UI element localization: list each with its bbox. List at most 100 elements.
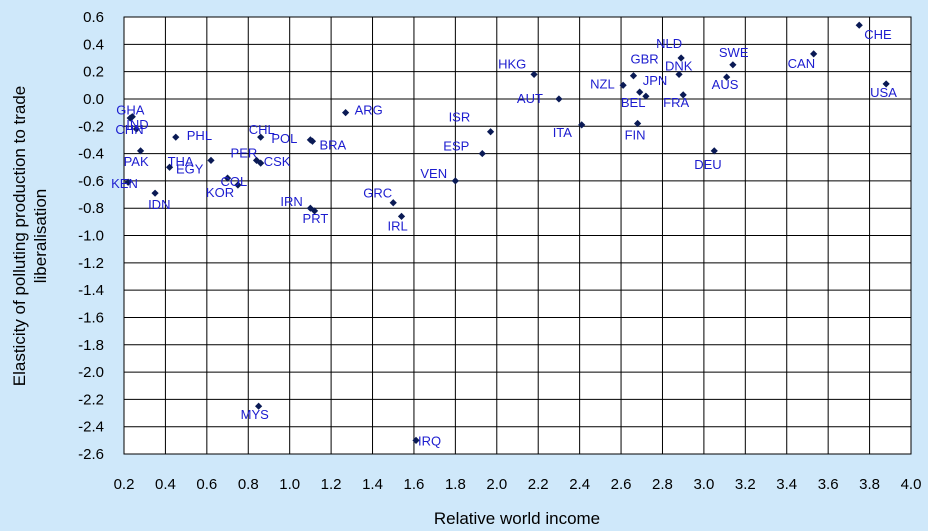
data-point-grc — [389, 199, 397, 207]
data-point-esp — [478, 149, 486, 158]
y-axis-title-line-1: Elasticity of polluting production to tr… — [10, 86, 29, 387]
point-label-ind: IND — [126, 117, 148, 132]
point-label-dnk: DNK — [665, 58, 693, 73]
data-point-irn — [306, 204, 314, 212]
data-point-idn — [151, 189, 159, 197]
data-point-ven — [451, 177, 459, 185]
y-tick-label: -1.6 — [78, 309, 104, 326]
data-points — [124, 21, 890, 444]
x-tick-label: 4.0 — [901, 476, 922, 493]
point-label-prt: PRT — [303, 211, 329, 226]
data-point-ind — [126, 114, 134, 122]
data-point-usa — [882, 80, 890, 88]
data-point-bel — [642, 92, 650, 100]
y-tick-label: -0.2 — [78, 118, 104, 135]
x-tick-label: 3.8 — [859, 476, 880, 493]
point-label-aus: AUS — [712, 77, 739, 92]
y-tick-label: -1.2 — [78, 255, 104, 272]
x-tick-label: 0.4 — [155, 476, 176, 493]
x-axis-title: Relative world income — [434, 509, 600, 528]
point-label-esp: ESP — [443, 139, 469, 154]
x-tick-label: 2.2 — [528, 476, 549, 493]
data-point-jpn — [636, 88, 644, 96]
data-point-col — [223, 174, 232, 182]
point-label-can: CAN — [788, 56, 815, 71]
y-tick-label: -2.6 — [78, 446, 104, 463]
x-tick-label: 1.2 — [321, 476, 342, 493]
x-tick-label: 3.4 — [776, 476, 797, 493]
y-tick-label: -0.4 — [78, 146, 104, 163]
point-label-grc: GRC — [363, 186, 392, 201]
point-label-aut: AUT — [517, 91, 543, 106]
point-label-jpn: JPN — [643, 73, 668, 88]
point-label-phl: PHL — [187, 128, 212, 143]
data-point-can — [810, 50, 818, 58]
data-point-kor — [234, 181, 242, 189]
y-tick-label: -1.4 — [78, 282, 104, 299]
data-point-chl — [257, 133, 265, 141]
point-label-nzl: NZL — [590, 76, 615, 91]
x-axis-tick-labels: 0.2 0.4 0.6 0.8 1.0 1.2 1.4 1.6 1.8 2.0 2.2 2.4 2.6 2… — [114, 476, 922, 493]
point-label-gha: GHA — [116, 103, 145, 118]
y-tick-label: 0.4 — [83, 36, 104, 53]
point-label-fin: FIN — [625, 128, 646, 143]
data-point-aus — [723, 73, 731, 81]
point-label-egy: EGY — [176, 161, 204, 176]
point-label-irn: IRN — [280, 194, 302, 209]
point-label-irl: IRL — [388, 218, 408, 233]
y-tick-label: 0.6 — [83, 9, 104, 26]
y-tick-label: -0.6 — [78, 173, 104, 190]
point-label-ken: KEN — [111, 176, 138, 191]
y-tick-label: -2.2 — [78, 391, 104, 408]
y-axis-tick-labels: 0.6 0.4 0.2 0.0 -0.2 -0.4 -0.6 -0.8 -1.0 -1.2 -1.4… — [78, 9, 104, 463]
x-tick-label: 0.8 — [238, 476, 259, 493]
point-label-pol: POL — [271, 131, 297, 146]
data-point-aut — [555, 95, 563, 103]
point-label-fra: FRA — [663, 95, 689, 110]
y-tick-label: -1.8 — [78, 337, 104, 354]
point-label-arg: ARG — [355, 103, 383, 118]
data-point-per — [252, 156, 261, 164]
x-tick-label: 1.6 — [404, 476, 425, 493]
y-tick-label: 0.2 — [83, 64, 104, 81]
x-tick-label: 1.4 — [362, 476, 383, 493]
data-point-ken — [124, 178, 132, 186]
point-label-usa: USA — [870, 85, 897, 100]
point-label-chl: CHL — [249, 122, 275, 137]
data-point-che — [855, 21, 863, 29]
point-label-che: CHE — [864, 27, 892, 42]
data-point-gbr — [629, 72, 638, 80]
x-tick-label: 2.6 — [611, 476, 632, 493]
point-label-gbr: GBR — [630, 52, 658, 67]
point-label-col: COL — [221, 174, 248, 189]
x-tick-label: 2.8 — [652, 476, 673, 493]
point-label-tha: THA — [168, 154, 194, 169]
point-label-ita: ITA — [553, 125, 573, 140]
data-point-dnk — [675, 70, 683, 78]
point-label-bel: BEL — [621, 95, 646, 110]
point-label-bra: BRA — [319, 137, 346, 152]
x-tick-label: 3.6 — [818, 476, 839, 493]
data-point-irq — [412, 436, 420, 444]
data-point-pak — [136, 147, 145, 155]
x-tick-label: 1.0 — [279, 476, 300, 493]
x-tick-label: 0.2 — [114, 476, 135, 493]
data-point-nzl — [619, 81, 627, 89]
x-tick-label: 1.8 — [445, 476, 466, 493]
x-tick-label: 0.6 — [196, 476, 217, 493]
x-tick-label: 3.2 — [735, 476, 756, 493]
data-point-arg — [342, 108, 350, 117]
data-point-ita — [578, 121, 586, 129]
y-tick-label: -0.8 — [78, 200, 104, 217]
x-tick-label: 2.0 — [486, 476, 507, 493]
point-label-irq: IRQ — [418, 433, 441, 448]
data-point-irl — [397, 212, 406, 220]
point-label-mys: MYS — [241, 407, 269, 422]
data-point-isr — [486, 128, 495, 136]
point-label-hkg: HKG — [498, 56, 526, 71]
data-point-swe — [729, 61, 737, 69]
point-label-pak: PAK — [124, 154, 149, 169]
point-label-csk: CSK — [264, 154, 291, 169]
